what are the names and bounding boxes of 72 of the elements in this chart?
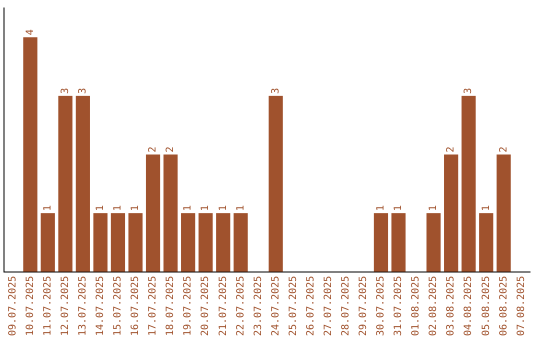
bar <box>146 154 160 272</box>
data-label: 1 <box>42 205 54 212</box>
data-label: 2 <box>165 146 176 153</box>
x-tick-label: 28.07.2025 <box>340 276 352 336</box>
data-label: 1 <box>393 205 404 212</box>
data-label: 3 <box>77 88 88 94</box>
data-label: 1 <box>182 205 194 212</box>
x-tick-label: 24.07.2025 <box>270 276 282 336</box>
bar <box>391 213 406 272</box>
bar <box>268 96 283 272</box>
bar <box>23 37 38 272</box>
bar <box>181 213 196 272</box>
bar <box>198 213 213 272</box>
x-tick-label: 04.08.2025 <box>463 276 474 336</box>
data-label: 3 <box>60 88 71 94</box>
x-tick-label: 06.08.2025 <box>498 276 510 336</box>
x-tick-label: 07.08.2025 <box>516 276 527 336</box>
data-label: 3 <box>270 88 282 94</box>
bar <box>93 213 108 272</box>
bar <box>444 154 458 272</box>
data-label: 1 <box>130 205 142 212</box>
x-tick-label: 01.08.2025 <box>410 276 422 336</box>
x-tick-label: 15.07.2025 <box>112 276 124 336</box>
x-tick-label: 05.08.2025 <box>480 276 492 336</box>
bar <box>163 154 178 272</box>
data-label: 1 <box>480 205 492 212</box>
bar <box>40 213 55 272</box>
x-tick-label: 16.07.2025 <box>130 276 142 336</box>
x-tick-label: 02.08.2025 <box>428 276 440 336</box>
bar <box>479 213 494 272</box>
x-tick-label: 22.07.2025 <box>235 276 246 336</box>
data-label: 1 <box>235 205 246 212</box>
bar <box>426 213 441 272</box>
x-tick-label: 31.07.2025 <box>393 276 404 336</box>
x-tick-label: 30.07.2025 <box>376 276 387 336</box>
x-tick-label: 12.07.2025 <box>60 276 71 336</box>
bar <box>462 96 476 272</box>
x-tick-label: 20.07.2025 <box>200 276 212 336</box>
x-tick-label: 19.07.2025 <box>182 276 194 336</box>
x-tick-label: 13.07.2025 <box>77 276 88 336</box>
data-label: 4 <box>24 29 36 36</box>
data-label: 1 <box>218 205 229 212</box>
x-tick-label: 17.07.2025 <box>148 276 159 336</box>
bar <box>496 154 511 272</box>
bar <box>58 96 72 272</box>
x-tick-label: 25.07.2025 <box>288 276 299 336</box>
bar <box>110 213 126 272</box>
bar <box>76 96 90 272</box>
bar <box>374 213 388 272</box>
data-label: 1 <box>112 205 124 212</box>
x-tick-label: 29.07.2025 <box>358 276 370 336</box>
data-label: 1 <box>200 205 212 212</box>
x-tick-label: 23.07.2025 <box>252 276 264 336</box>
bar <box>128 213 143 272</box>
data-label: 2 <box>148 146 159 153</box>
x-tick-label: 14.07.2025 <box>95 276 106 336</box>
data-label: 1 <box>428 205 440 212</box>
data-label: 3 <box>463 88 474 94</box>
data-label: 1 <box>376 205 387 212</box>
x-tick-label: 18.07.2025 <box>165 276 176 336</box>
x-tick-label: 21.07.2025 <box>218 276 229 336</box>
x-tick-label: 03.08.2025 <box>446 276 457 336</box>
data-label: 2 <box>498 146 510 153</box>
x-tick-label: 10.07.2025 <box>24 276 36 336</box>
data-label: 2 <box>446 146 457 153</box>
x-tick-label: 09.07.2025 <box>7 276 18 336</box>
x-tick-label: 27.07.2025 <box>322 276 334 336</box>
x-tick-label: 11.07.2025 <box>42 276 54 336</box>
bar <box>234 213 248 272</box>
bar <box>216 213 230 272</box>
x-tick-label: 26.07.2025 <box>305 276 316 336</box>
data-label: 1 <box>95 205 106 212</box>
